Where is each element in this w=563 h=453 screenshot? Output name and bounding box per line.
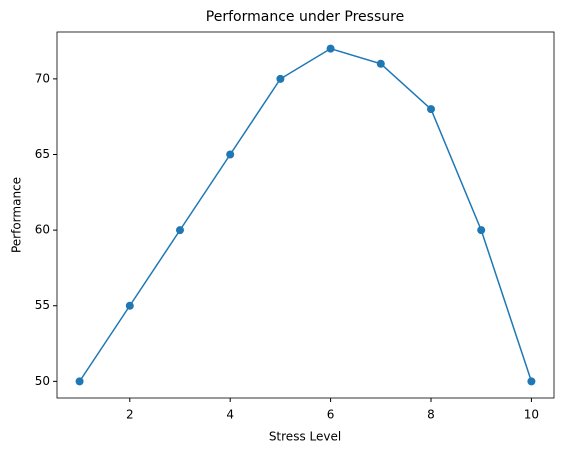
x-tick-label: 2 <box>126 408 134 422</box>
y-tick-label: 60 <box>35 223 50 237</box>
y-tick-label: 70 <box>35 71 50 85</box>
y-tick-label: 50 <box>35 374 50 388</box>
marker <box>125 301 134 310</box>
y-tick-label: 55 <box>35 298 50 312</box>
x-axis-label: Stress Level <box>269 430 341 444</box>
marker <box>326 44 335 53</box>
x-tick-label: 10 <box>524 408 539 422</box>
chart-title: Performance under Pressure <box>206 9 404 25</box>
line <box>78 47 533 382</box>
marker <box>376 59 385 68</box>
x-tick-label: 8 <box>427 408 435 422</box>
marker <box>175 226 184 235</box>
x-tick-label: 4 <box>226 408 234 422</box>
y-axis-label: Performance <box>10 177 24 253</box>
marker <box>527 377 536 386</box>
marker <box>427 105 436 114</box>
marker <box>226 150 235 159</box>
y-tick-label: 65 <box>35 147 50 161</box>
x-tick-label: 6 <box>327 408 335 422</box>
marker <box>477 226 486 235</box>
marker <box>276 74 285 83</box>
marker <box>75 377 84 386</box>
plot-frame <box>56 31 555 399</box>
